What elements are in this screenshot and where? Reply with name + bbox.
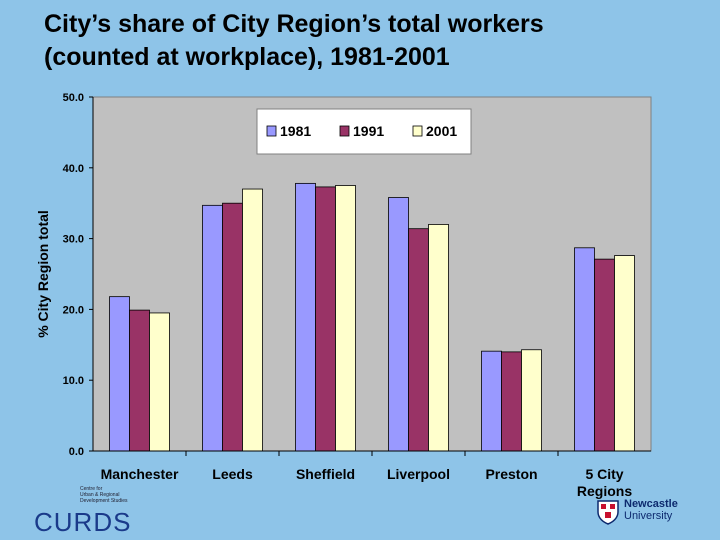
bar-1991 — [501, 351, 522, 452]
bar-2001 — [149, 312, 170, 452]
bar-1991 — [594, 258, 615, 452]
curds-subtitle: Centre for Urban & Regional Development … — [80, 486, 128, 504]
bar-1991 — [129, 309, 150, 452]
x-tick-label: Manchester — [101, 466, 179, 482]
plot-area — [92, 96, 652, 452]
crest-icon — [597, 500, 619, 525]
curds-logo: Centre for Urban & Regional Development … — [34, 484, 164, 536]
y-tick-label: 20.0 — [63, 304, 84, 316]
x-tick-label: Leeds — [212, 466, 253, 482]
bar-1981 — [295, 182, 316, 452]
y-tick-label: 40.0 — [63, 163, 84, 175]
legend-swatch — [412, 125, 423, 137]
x-tick-label: Liverpool — [387, 466, 450, 482]
bar-2001 — [335, 185, 356, 452]
chart-title-line-2: (counted at workplace), 1981-2001 — [44, 43, 450, 71]
legend-label: 2001 — [426, 123, 457, 139]
bar-1981 — [388, 197, 409, 452]
y-tick-label: 50.0 — [63, 92, 84, 104]
legend-label: 1991 — [353, 123, 384, 139]
bar-1991 — [408, 228, 429, 452]
bar-2001 — [242, 188, 263, 452]
newcastle-wordmark-line-1: Newcastle — [624, 498, 678, 510]
bar-1991 — [315, 186, 336, 452]
chart-title: City’s share of City Region’s total work… — [44, 8, 704, 74]
y-tick-label: 0.0 — [69, 446, 84, 458]
newcastle-university-logo: Newcastle University — [596, 496, 706, 530]
legend-swatch — [266, 125, 277, 137]
bar-1981 — [202, 204, 223, 452]
bar-2001 — [521, 349, 542, 452]
curds-wordmark: CURDS — [34, 507, 132, 537]
newcastle-wordmark-line-2: University — [624, 510, 673, 522]
newcastle-wordmark: Newcastle University — [624, 498, 678, 522]
y-tick-label: 10.0 — [63, 375, 84, 387]
bar-1981 — [481, 350, 502, 452]
legend-label: 1981 — [280, 123, 311, 139]
curds-subtitle-line: Development Studies — [80, 498, 128, 504]
bar-1991 — [222, 202, 243, 452]
bar-2001 — [428, 224, 449, 452]
x-tick-label: 5 City — [585, 466, 623, 482]
curds-subtitle-line: Centre for — [80, 486, 103, 492]
x-tick-label: Preston — [485, 466, 537, 482]
x-tick-label: Regions — [577, 483, 632, 499]
chart-title-line-1: City’s share of City Region’s total work… — [44, 10, 544, 38]
y-axis-title: % City Region total — [35, 210, 51, 338]
y-tick-label: 30.0 — [63, 234, 84, 246]
legend-swatch — [339, 125, 350, 137]
bar-1981 — [574, 247, 595, 452]
bar-2001 — [614, 255, 635, 452]
curds-subtitle-line: Urban & Regional — [80, 492, 120, 498]
x-tick-label: Sheffield — [296, 466, 355, 482]
bar-1981 — [109, 296, 130, 452]
legend-box — [256, 108, 472, 155]
